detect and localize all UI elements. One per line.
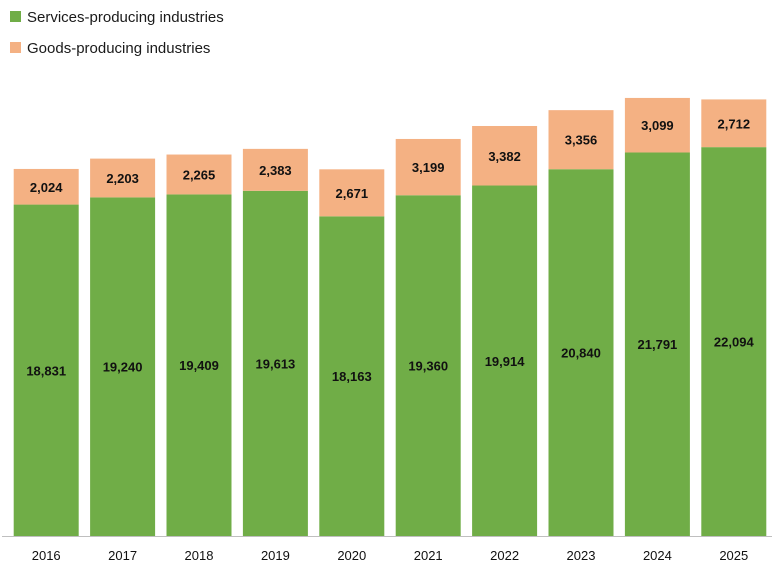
- x-axis-ticks: 2016 2017 2018 2019 2020 2021 2022 2023 2024 2025: [32, 548, 749, 563]
- x-tick-label-2025: 2025: [719, 548, 748, 563]
- goods-value-label-2020: 2,671: [336, 186, 369, 201]
- goods-bar-2024: [624, 97, 690, 153]
- x-tick-label-2020: 2020: [337, 548, 366, 563]
- services-bar-2021: [395, 195, 461, 537]
- x-tick-label-2018: 2018: [185, 548, 214, 563]
- bars: [13, 97, 767, 537]
- goods-bar-2025: [701, 99, 767, 148]
- goods-value-label-2024: 3,099: [641, 118, 674, 133]
- x-tick-label-2017: 2017: [108, 548, 137, 563]
- x-tick-label-2019: 2019: [261, 548, 290, 563]
- services-value-label-2022: 19,914: [485, 354, 526, 369]
- goods-value-label-2025: 2,712: [718, 116, 751, 131]
- services-bar-2020: [319, 216, 385, 536]
- legend-swatch-services: [10, 11, 21, 22]
- goods-bar-2019: [242, 148, 308, 191]
- x-tick-label-2024: 2024: [643, 548, 672, 563]
- services-bar-2019: [242, 190, 308, 536]
- goods-bar-2016: [13, 168, 79, 205]
- goods-bar-2020: [319, 169, 385, 217]
- services-value-label-2018: 19,409: [179, 358, 219, 373]
- goods-value-label-2016: 2,024: [30, 180, 63, 195]
- goods-bar-2021: [395, 138, 461, 196]
- legend-label-goods: Goods-producing industries: [27, 40, 210, 57]
- services-bar-2017: [90, 197, 156, 536]
- x-tick-label-2016: 2016: [32, 548, 61, 563]
- services-value-label-2025: 22,094: [714, 335, 755, 350]
- goods-value-label-2018: 2,265: [183, 167, 216, 182]
- legend-label-services: Services-producing industries: [27, 9, 224, 26]
- services-value-label-2019: 19,613: [256, 356, 296, 371]
- goods-value-label-2019: 2,383: [259, 163, 292, 178]
- goods-value-label-2023: 3,356: [565, 133, 598, 148]
- goods-value-label-2022: 3,382: [488, 149, 521, 164]
- services-bar-2016: [13, 204, 79, 536]
- goods-value-label-2021: 3,199: [412, 160, 445, 175]
- legend: Services-producing industries Goods-produ…: [10, 9, 224, 57]
- services-bar-2018: [166, 194, 232, 536]
- data-labels: 18,831 2,024 19,240 2,203 19,409 2,265 19,613 2…: [26, 116, 754, 384]
- services-bar-2022: [472, 185, 538, 536]
- x-tick-label-2021: 2021: [414, 548, 443, 563]
- x-tick-label-2023: 2023: [567, 548, 596, 563]
- goods-bar-2018: [166, 154, 232, 195]
- goods-value-label-2017: 2,203: [106, 171, 139, 186]
- goods-bar-2023: [548, 110, 614, 170]
- goods-bar-2022: [472, 125, 538, 186]
- services-value-label-2016: 18,831: [26, 363, 66, 378]
- services-value-label-2024: 21,791: [638, 337, 678, 352]
- services-bar-2025: [701, 147, 767, 536]
- x-tick-label-2022: 2022: [490, 548, 519, 563]
- services-bar-2024: [624, 152, 690, 536]
- services-value-label-2021: 19,360: [408, 359, 448, 374]
- legend-swatch-goods: [10, 42, 21, 53]
- services-value-label-2023: 20,840: [561, 346, 601, 361]
- goods-bar-2017: [90, 158, 156, 198]
- services-bar-2023: [548, 169, 614, 536]
- services-value-label-2017: 19,240: [103, 360, 143, 375]
- services-value-label-2020: 18,163: [332, 369, 372, 384]
